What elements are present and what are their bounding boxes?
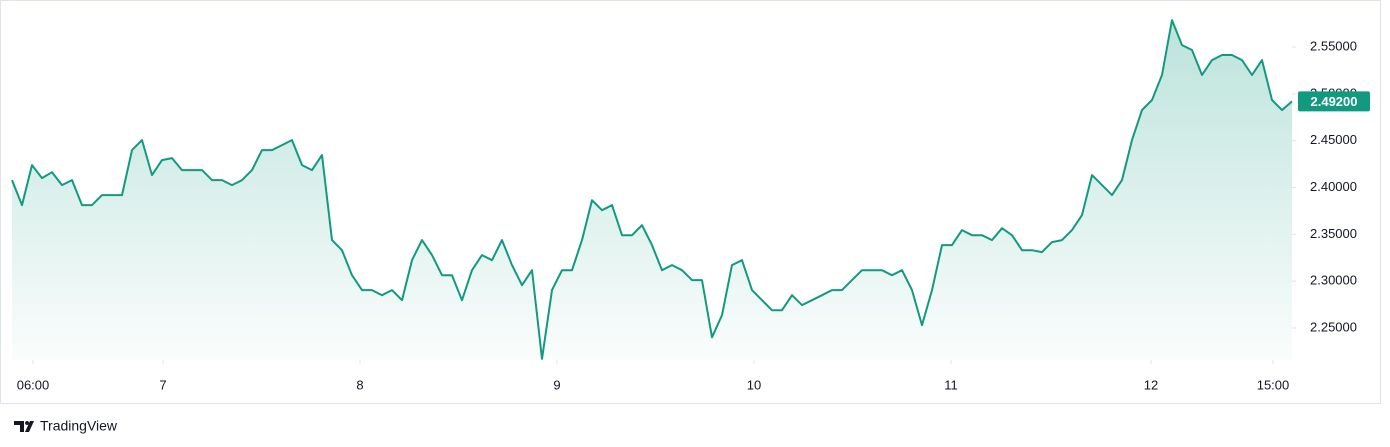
y-tick-label: 2.25000	[1310, 319, 1357, 334]
x-tick-label: 7	[159, 377, 166, 392]
brand-logo: TradingView	[14, 418, 118, 434]
x-tick-label: 06:00	[17, 377, 50, 392]
x-tick-label: 15:00	[1257, 377, 1290, 392]
y-tick-label: 2.55000	[1310, 38, 1357, 53]
y-tick-label: 2.30000	[1310, 273, 1357, 288]
x-tick-label: 12	[1144, 377, 1158, 392]
x-tick-label: 9	[553, 377, 560, 392]
x-tick-label: 10	[747, 377, 761, 392]
x-tick-label: 11	[944, 377, 958, 392]
y-tick-label: 2.45000	[1310, 132, 1357, 147]
y-tick-label: 2.40000	[1310, 179, 1357, 194]
area-fill	[12, 20, 1292, 360]
brand-name: TradingView	[40, 418, 118, 434]
price-line	[11, 19, 1293, 360]
x-tick-label: 8	[356, 377, 363, 392]
chart-frame	[0, 0, 1381, 404]
y-tick-label: 2.35000	[1310, 226, 1357, 241]
current-price-label: 2.49200	[1311, 94, 1358, 109]
current-price-box	[1298, 91, 1370, 112]
